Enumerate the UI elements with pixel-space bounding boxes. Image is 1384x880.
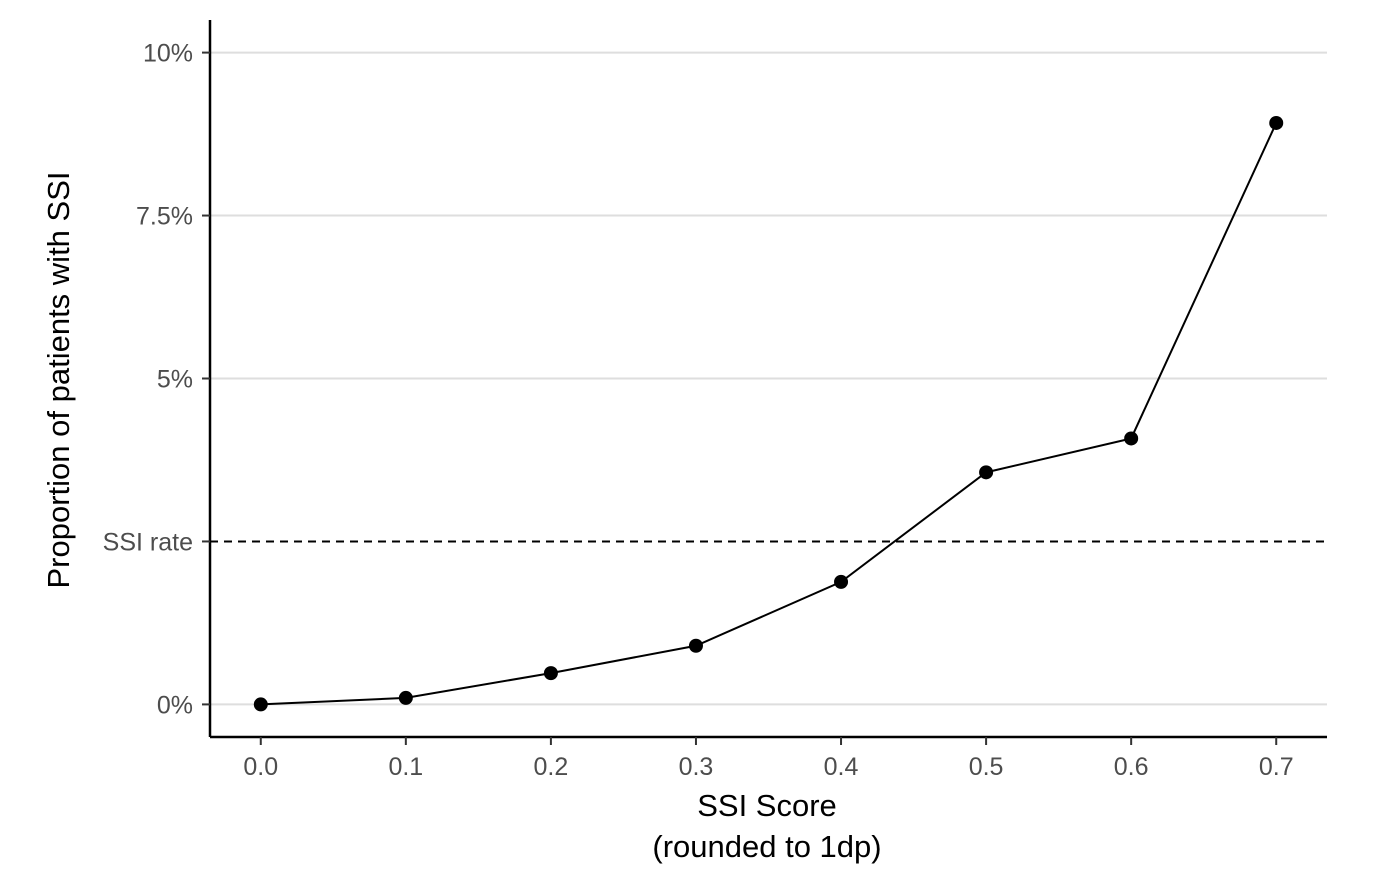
axis-layer [202, 20, 1327, 745]
x-tick-label: 0.3 [679, 753, 714, 781]
label-layer: 0% SSI rate 5% 7.5% 10% 0.0 0.1 0.2 0.3 0.4 0.5 0.6… [103, 40, 1294, 781]
y-tick-label: 0% [157, 691, 193, 719]
x-tick-label: 0.2 [534, 753, 569, 781]
data-point [834, 574, 849, 589]
data-point [253, 697, 268, 712]
series-layer [253, 115, 1284, 712]
x-tick-label: 0.1 [388, 753, 423, 781]
x-tick-label: 0.6 [1114, 753, 1149, 781]
y-tick-label: 10% [143, 40, 193, 68]
series-line [260, 122, 1278, 706]
y-tick-label: 5% [157, 366, 193, 394]
data-point [1124, 431, 1139, 446]
data-point [979, 465, 994, 480]
x-tick-label: 0.5 [969, 753, 1004, 781]
y-tick-label: 7.5% [136, 203, 193, 231]
data-point [543, 666, 558, 681]
data-point [1269, 115, 1284, 130]
grid-layer [210, 51, 1327, 706]
data-point [398, 690, 413, 705]
y-tick-label: SSI rate [103, 528, 193, 556]
x-tick-label: 0.4 [824, 753, 859, 781]
x-axis-title: SSI Score [697, 788, 837, 823]
x-axis-subtitle: (rounded to 1dp) [652, 829, 881, 864]
x-tick-label: 0.7 [1259, 753, 1294, 781]
y-axis-title: Proportion of patients with SSI [41, 171, 76, 588]
x-tick-label: 0.0 [243, 753, 278, 781]
data-point [688, 638, 703, 653]
